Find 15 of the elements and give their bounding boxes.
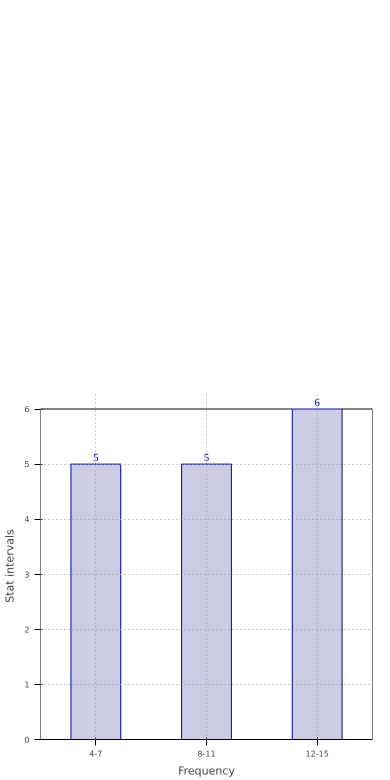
data-label: 5 <box>204 452 210 464</box>
x-axis-title: Frequency <box>178 764 236 778</box>
y-tick-label: 1 <box>24 680 30 690</box>
y-tick-label: 6 <box>24 405 30 414</box>
y-tick-label: 0 <box>24 736 30 744</box>
x-tick-label: 12-15 <box>306 750 329 758</box>
data-label: 6 <box>314 397 320 410</box>
y-axis-title: Stat intervals <box>3 528 16 603</box>
y-tick-label: 3 <box>24 570 30 580</box>
data-label: 5 <box>93 452 100 464</box>
y-tick-label: 2 <box>24 625 30 634</box>
x-tick-label: 8-11 <box>197 750 216 758</box>
y-tick-label: 4 <box>24 515 30 524</box>
x-tick-label: 4-7 <box>89 750 102 758</box>
y-tick-label: 5 <box>24 460 30 470</box>
